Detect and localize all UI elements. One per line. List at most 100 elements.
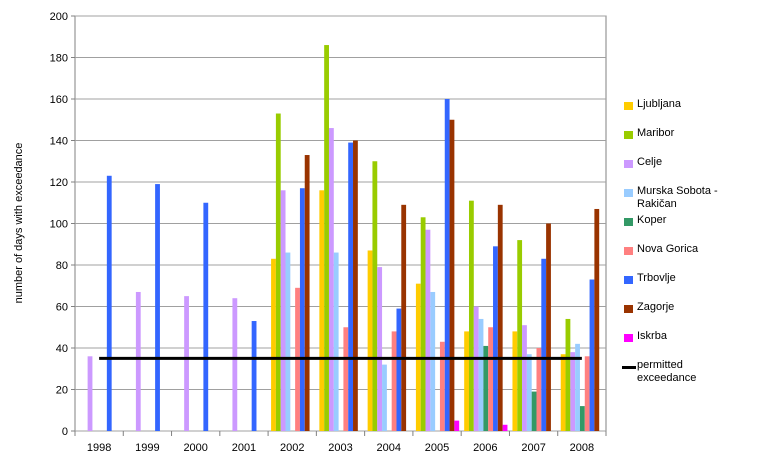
bar: [589, 279, 595, 431]
bar: [579, 406, 585, 431]
x-tick-label: 2003: [328, 442, 352, 454]
bar: [464, 331, 469, 431]
bar: [348, 142, 354, 431]
legend-item: Celje: [622, 154, 752, 183]
bar: [333, 252, 339, 431]
bar: [546, 223, 551, 431]
bar: [271, 258, 276, 431]
x-tick-label: 2004: [377, 442, 401, 454]
y-tick-label: 0: [62, 426, 68, 438]
legend-label: permitted exceedance: [637, 359, 697, 384]
x-tick-label: 1998: [87, 442, 111, 454]
bar: [343, 327, 349, 431]
bar: [449, 119, 455, 431]
bar: [319, 190, 325, 431]
bar: [401, 204, 407, 431]
bar: [512, 331, 518, 431]
legend-label: Koper: [637, 214, 667, 226]
legend-swatch: [624, 276, 633, 284]
bar: [106, 175, 112, 431]
bar: [594, 208, 600, 431]
bar: [454, 420, 460, 431]
legend-item: Trbovlje: [622, 270, 752, 299]
legend-swatch: [624, 247, 633, 255]
bar: [377, 267, 383, 431]
legend-label: Murska Sobota - Rakičan: [637, 185, 718, 210]
bar: [275, 113, 281, 432]
bar: [232, 298, 238, 431]
bar: [353, 140, 358, 431]
bar: [584, 356, 590, 431]
legend-swatch: [624, 160, 633, 168]
bar: [285, 252, 291, 431]
legend-item: Ljubljana: [622, 96, 752, 125]
bar: [497, 204, 503, 431]
bar: [493, 246, 498, 431]
bar: [502, 424, 508, 431]
bar: [328, 128, 334, 432]
bar: [478, 318, 484, 431]
bar: [420, 217, 426, 431]
x-tick-label: 2008: [570, 442, 594, 454]
bar: [367, 250, 373, 431]
bar: [372, 161, 378, 431]
bar: [531, 391, 537, 431]
legend-label: Celje: [637, 156, 663, 168]
legend-label: Zagorje: [637, 301, 675, 313]
x-tick-label: 2005: [425, 442, 449, 454]
bar: [483, 345, 489, 431]
y-tick-label: 20: [56, 385, 68, 397]
bar: [304, 155, 310, 431]
legend-label: Ljubljana: [637, 98, 682, 110]
y-tick-label: 80: [56, 260, 68, 272]
bar: [382, 364, 387, 431]
x-tick-label: 2007: [521, 442, 545, 454]
y-tick-label: 200: [50, 11, 68, 23]
legend-label: Maribor: [637, 127, 675, 139]
legend-item: Zagorje: [622, 299, 752, 328]
bar: [87, 356, 93, 431]
bar: [565, 318, 571, 431]
y-tick-label: 140: [50, 136, 68, 148]
x-tick-label: 2000: [183, 442, 207, 454]
y-tick-label: 120: [50, 177, 68, 189]
bar: [391, 331, 397, 431]
bar: [280, 190, 286, 431]
legend-item: Iskrba: [622, 328, 752, 357]
bar: [251, 321, 257, 431]
y-tick-label: 180: [50, 53, 68, 65]
bar: [444, 99, 450, 431]
bar: [517, 240, 523, 431]
legend-item: Maribor: [622, 125, 752, 154]
bar: [488, 327, 494, 431]
legend: Ljubljana Maribor Celje Murska Sobota - Rak…: [622, 96, 752, 386]
bar: [526, 354, 532, 431]
bar: [299, 188, 305, 431]
y-tick-label: 160: [50, 94, 68, 106]
bar: [324, 45, 329, 432]
bar: [473, 306, 479, 431]
bar: [203, 202, 209, 431]
legend-swatch: [624, 334, 633, 342]
x-tick-label: 2006: [473, 442, 497, 454]
legend-label: Nova Gorica: [637, 243, 699, 255]
y-tick-label: 60: [56, 302, 68, 314]
legend-item: Murska Sobota - Rakičan: [622, 183, 752, 212]
legend-swatch: [622, 366, 636, 369]
bar: [536, 348, 542, 431]
legend-label: Trbovlje: [637, 272, 676, 284]
bar: [439, 341, 445, 431]
bar: [522, 325, 527, 431]
y-axis-title: number of days with exceedance: [13, 143, 25, 304]
legend-item: Nova Gorica: [622, 241, 752, 270]
legend-swatch: [624, 305, 633, 313]
bar: [396, 308, 402, 431]
legend-swatch: [624, 131, 633, 139]
bar: [135, 291, 141, 431]
legend-swatch: [624, 189, 633, 197]
legend-label: Iskrba: [637, 330, 667, 342]
bar: [184, 296, 189, 431]
bar: [541, 258, 547, 431]
legend-swatch: [624, 102, 633, 110]
